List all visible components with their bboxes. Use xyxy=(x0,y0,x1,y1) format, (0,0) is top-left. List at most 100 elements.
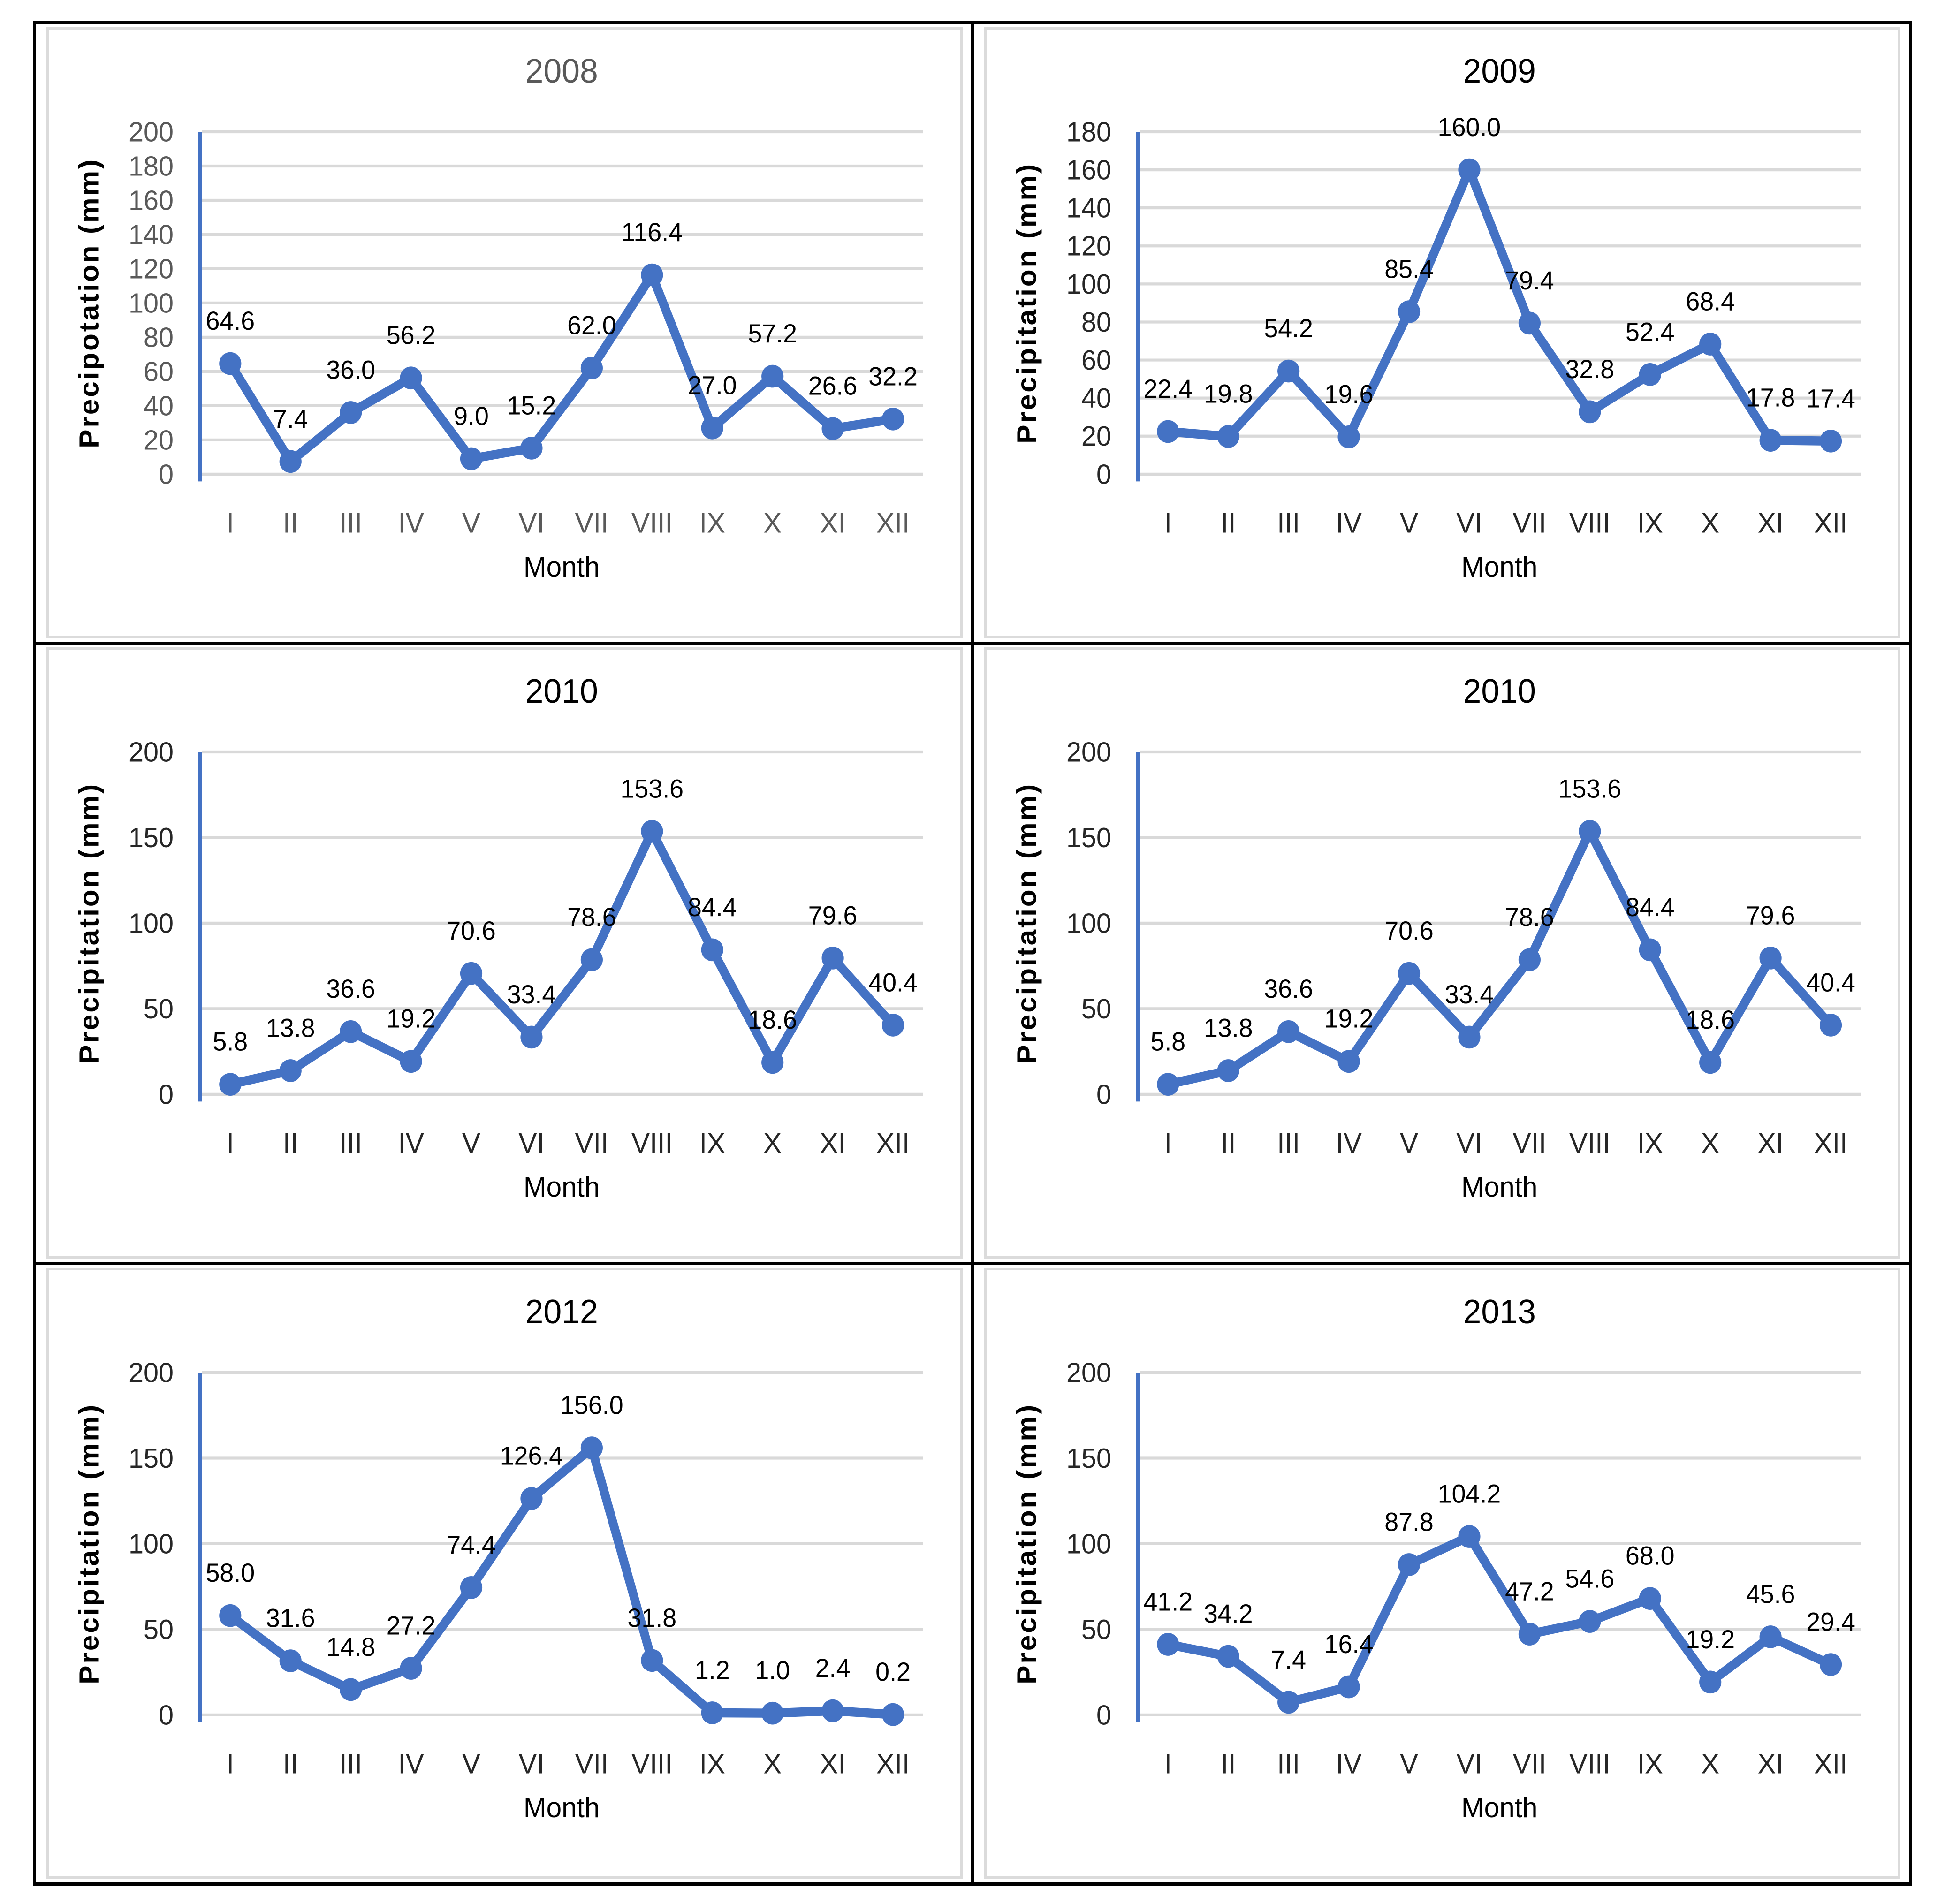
data-point-marker xyxy=(821,1699,844,1722)
y-tick-label: 0 xyxy=(1096,1699,1111,1730)
chart-cell: 0 50 100 150 200 2010 Precipitation (mm) I II III… xyxy=(36,645,971,1262)
data-point-label: 33.4 xyxy=(507,980,556,1009)
x-tick-label: IV xyxy=(1336,1747,1362,1779)
data-point-label: 36.6 xyxy=(1264,975,1313,1004)
y-tick-label: 100 xyxy=(129,288,174,319)
x-tick-label: VII xyxy=(575,1747,608,1779)
data-point-marker xyxy=(1458,158,1481,182)
x-tick-label: II xyxy=(283,507,298,539)
data-point-marker xyxy=(761,364,784,388)
y-tick-label: 150 xyxy=(129,1443,174,1474)
data-point-label: 2.4 xyxy=(815,1654,851,1683)
y-tick-label: 200 xyxy=(1066,737,1111,768)
data-point-label: 116.4 xyxy=(622,218,683,247)
data-point-label: 5.8 xyxy=(213,1027,248,1056)
x-axis-title: Month xyxy=(1461,1791,1538,1823)
data-point-label: 1.2 xyxy=(695,1655,730,1684)
data-point-marker xyxy=(1518,311,1541,335)
x-tick-label: X xyxy=(763,1747,782,1779)
data-point-marker xyxy=(1337,1675,1360,1698)
data-point-marker xyxy=(701,938,723,962)
data-point-label: 7.4 xyxy=(1271,1645,1306,1674)
x-tick-label: V xyxy=(462,507,480,539)
chart-panel: 0 50 100 150 200 2013 Precipitation (mm) I II III… xyxy=(984,1267,1900,1879)
x-tick-label: III xyxy=(339,1747,362,1779)
data-point-label: 70.6 xyxy=(447,917,496,946)
data-point-marker xyxy=(641,1649,663,1672)
y-tick-label: 100 xyxy=(1066,1528,1111,1559)
data-point-marker xyxy=(1518,1622,1541,1646)
x-tick-label: XI xyxy=(1757,1127,1783,1159)
x-tick-label: V xyxy=(1400,1127,1418,1159)
data-point-label: 34.2 xyxy=(1204,1599,1253,1628)
y-tick-label: 140 xyxy=(129,220,174,250)
data-point-marker xyxy=(1699,333,1722,356)
chart-cell: 0 50 100 150 200 2010 Precipitation (mm) I II III… xyxy=(974,645,1909,1262)
data-point-label: 68.0 xyxy=(1626,1541,1675,1570)
data-point-marker xyxy=(1337,425,1360,448)
x-tick-label: IV xyxy=(1336,507,1362,539)
x-tick-label: III xyxy=(1277,1747,1300,1779)
data-point-label: 19.2 xyxy=(387,1004,436,1033)
chart-title: 2012 xyxy=(525,1293,598,1331)
data-point-marker xyxy=(1759,1625,1782,1648)
x-tick-label: II xyxy=(283,1127,298,1159)
x-tick-label: II xyxy=(1221,507,1236,539)
chart-panel: 0 50 100 150 200 2010 Precipitation (mm) I II III… xyxy=(46,647,963,1259)
y-tick-label: 0 xyxy=(1096,459,1111,490)
y-tick-label: 140 xyxy=(1066,193,1111,224)
y-tick-label: 100 xyxy=(1066,269,1111,300)
data-point-marker xyxy=(1157,420,1179,443)
y-tick-label: 200 xyxy=(129,117,174,148)
x-tick-label: VIII xyxy=(631,1127,673,1159)
data-point-marker xyxy=(1337,1050,1360,1073)
data-point-marker xyxy=(279,1649,302,1672)
data-point-marker xyxy=(520,437,543,460)
y-axis-title: Precipitation (mm) xyxy=(1011,1403,1042,1684)
data-point-label: 156.0 xyxy=(560,1390,623,1419)
chart-svg: 0 20 40 60 80 100 120 140 160 180 2009 Precipitatio… xyxy=(1011,53,1861,583)
x-tick-label: IX xyxy=(699,507,725,539)
data-point-marker xyxy=(1639,1587,1661,1610)
x-tick-label: II xyxy=(1221,1127,1236,1159)
series-line xyxy=(1163,1532,1835,1707)
data-point-marker xyxy=(1277,1020,1300,1043)
data-point-label: 33.4 xyxy=(1445,980,1494,1009)
chart-cell: 0 50 100 150 200 2013 Precipitation (mm) I II III… xyxy=(974,1265,1909,1882)
data-point-label: 16.4 xyxy=(1324,1630,1374,1659)
data-point-marker xyxy=(1579,400,1601,424)
x-tick-label: X xyxy=(1701,1747,1719,1779)
data-point-label: 40.4 xyxy=(1806,968,1855,997)
y-tick-label: 20 xyxy=(1081,421,1111,452)
y-tick-label: 180 xyxy=(129,151,174,182)
y-tick-label: 200 xyxy=(129,737,174,768)
data-point-marker xyxy=(1819,1014,1842,1037)
chart-panel: 0 20 40 60 80 100 120 140 160 180 200 2008 Precipota… xyxy=(46,27,963,638)
data-point-label: 160.0 xyxy=(1438,113,1501,142)
x-tick-label: VII xyxy=(1513,1747,1546,1779)
y-tick-label: 200 xyxy=(1066,1357,1111,1388)
y-tick-label: 150 xyxy=(129,822,174,853)
data-point-marker xyxy=(219,1604,242,1627)
x-tick-label: VIII xyxy=(1569,507,1611,539)
chart-title: 2010 xyxy=(1463,673,1536,710)
y-tick-label: 0 xyxy=(159,1079,174,1110)
data-point-marker xyxy=(881,1014,904,1037)
data-point-label: 19.8 xyxy=(1204,379,1253,409)
data-point-label: 104.2 xyxy=(1438,1479,1501,1508)
data-point-marker xyxy=(580,1436,603,1459)
x-tick-label: VIII xyxy=(631,507,673,539)
data-point-label: 79.6 xyxy=(1746,901,1795,930)
data-point-label: 29.4 xyxy=(1806,1607,1855,1636)
data-point-label: 56.2 xyxy=(387,321,436,350)
data-point-label: 19.6 xyxy=(1324,380,1374,409)
y-tick-label: 20 xyxy=(144,425,174,455)
x-tick-label: IX xyxy=(1637,507,1663,539)
data-point-marker xyxy=(400,366,422,390)
x-tick-label: IX xyxy=(699,1747,725,1779)
x-tick-label: XI xyxy=(1757,507,1783,539)
x-tick-label: VII xyxy=(1513,1127,1546,1159)
data-point-marker xyxy=(1157,1073,1179,1096)
x-tick-label: II xyxy=(283,1747,298,1779)
